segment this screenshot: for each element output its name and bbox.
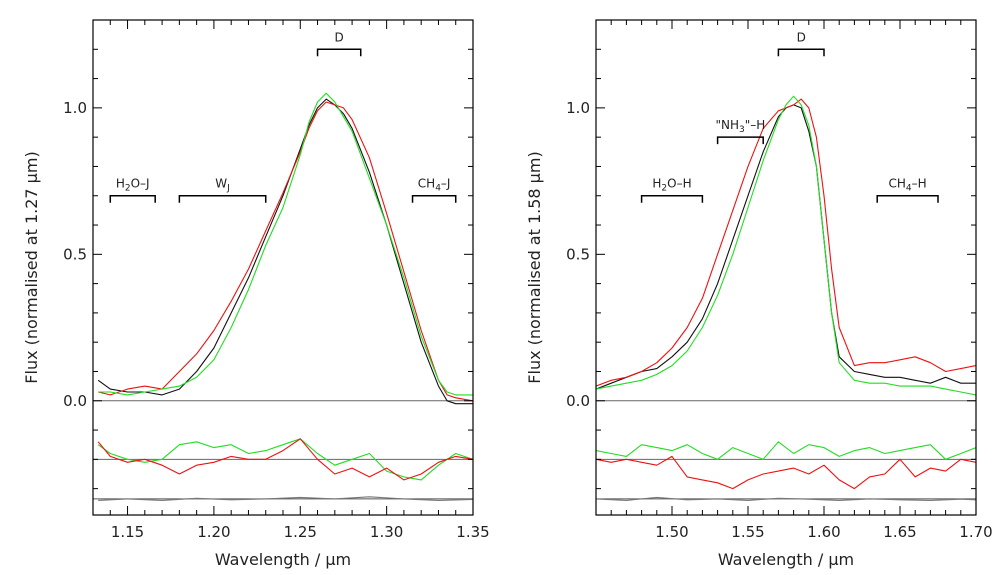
chart-0-x-tick-label: 1.35 <box>456 523 489 541</box>
chart-1-annotation-0-bracket <box>777 48 825 57</box>
chart-1-annotation-2-label: H2O–H <box>652 177 691 194</box>
chart-1-annotation-1-label: "NH3"–H <box>715 118 765 135</box>
chart-0-annotation-3-label-rest: –J <box>441 177 451 191</box>
chart-0-series-group <box>97 92 473 501</box>
chart-1-x-tick-label: 1.50 <box>655 523 688 541</box>
chart-1-x-tick-label: 1.70 <box>959 523 992 541</box>
chart-0-y-tick-label: 1.0 <box>63 99 87 117</box>
chart-0-annotation-2-label-main: W <box>215 177 227 191</box>
chart-1-annotation-1-label-sub: 3 <box>739 125 745 135</box>
chart-1-series-black <box>596 104 976 390</box>
chart-1-x-tick-label: 1.60 <box>807 523 840 541</box>
chart-1-annotation-0-label-main: D <box>797 30 806 44</box>
chart-0-annotation-3-label-main: CH <box>418 177 435 191</box>
chart-0-annotation-1-label: H2O–J <box>116 177 150 194</box>
chart-1-annotation-3-bracket <box>876 194 939 203</box>
chart-1-annotation-3-label-rest: –H <box>912 177 927 191</box>
chart-1-y-tick-label: 0.0 <box>566 392 590 410</box>
chart-1-annotation-2-label-rest: O–H <box>667 177 691 191</box>
chart-0-x-tick-label: 1.30 <box>370 523 403 541</box>
chart-1-series-red <box>596 98 976 387</box>
chart-1-annotation-0-label: D <box>797 30 806 44</box>
chart-1-annotation-1-bracket <box>716 136 764 145</box>
chart-1-annotation-2-label-main: H <box>652 177 661 191</box>
chart-1-y-tick-label: 1.0 <box>566 99 590 117</box>
chart-0-annotation-2-label: WJ <box>215 177 230 194</box>
chart-0-annotation-0-bracket <box>316 48 362 57</box>
chart-1-series-green <box>596 95 976 396</box>
chart-1-series-red-residual <box>596 455 976 490</box>
chart-0-plot-frame <box>92 19 474 516</box>
chart-0-x-tick-label: 1.15 <box>111 523 144 541</box>
chart-1-annotation-1-label-rest: "–H <box>745 118 766 132</box>
chart-1-annotation-3-label-sub: 4 <box>906 184 912 194</box>
chart-0-y-tick-label: 0.0 <box>63 392 87 410</box>
chart-0-annotation-2-label-sub: J <box>226 184 230 194</box>
chart-0-x-tick-label: 1.20 <box>197 523 230 541</box>
chart-0-annotation-3-label-sub: 4 <box>435 184 441 194</box>
chart-1-annotation-2-bracket <box>640 194 704 203</box>
chart-1-x-axis-label: Wavelength / μm <box>718 550 854 569</box>
chart-0-annotation-0-label-main: D <box>335 30 344 44</box>
chart-1-y-axis-label: Flux (normalised at 1.58 μm) <box>525 151 544 383</box>
chart-0-annotation-1-bracket <box>109 194 156 203</box>
chart-1-annotation-1-label-main: "NH <box>715 118 739 132</box>
chart-0-series-black <box>97 98 473 405</box>
chart-0-annotation-1-label-sub: 2 <box>125 184 131 194</box>
chart-1-annotation-3-label-main: CH <box>889 177 906 191</box>
chart-1-annotation-3-label: CH4–H <box>889 177 927 194</box>
chart-0-series-red-residual <box>97 438 473 481</box>
chart-0-series-green <box>98 92 473 396</box>
chart-0-annotation-2-bracket <box>178 194 267 203</box>
chart-1-x-tick-label: 1.55 <box>731 523 764 541</box>
chart-1-annotation-2-label-sub: 2 <box>661 184 667 194</box>
chart-0-annotation-3-label: CH4–J <box>418 177 451 194</box>
chart-1-series-noise <box>596 496 976 501</box>
chart-1-plot-frame <box>595 19 977 516</box>
chart-0-annotation-1-label-main: H <box>116 177 125 191</box>
chart-0-y-tick-label: 0.5 <box>63 245 87 263</box>
chart-0-x-axis-label: Wavelength / μm <box>215 550 351 569</box>
chart-0-x-tick-label: 1.25 <box>284 523 317 541</box>
chart-0-y-axis-label: Flux (normalised at 1.27 μm) <box>22 151 41 383</box>
chart-1-y-tick-label: 0.5 <box>566 245 590 263</box>
chart-0-annotation-0-label: D <box>335 30 344 44</box>
chart-1-series-green-residual <box>596 441 976 460</box>
chart-0-series-noise <box>98 496 473 501</box>
chart-0-annotation-1-label-rest: O–J <box>131 177 150 191</box>
chart-0-series-red <box>98 101 473 402</box>
right-panel-h-band: 1.50 1.55 1.60 1.65 1.70 0.0 0.5 1.0 Wavelength … <box>525 19 993 569</box>
chart-1-series-group <box>596 95 976 501</box>
chart-1-x-tick-label: 1.65 <box>883 523 916 541</box>
chart-0-annotation-3-bracket <box>411 194 457 203</box>
left-panel-j-band: 1.15 1.20 1.25 1.30 1.35 0.0 0.5 1.0 Wavelength … <box>22 19 490 569</box>
